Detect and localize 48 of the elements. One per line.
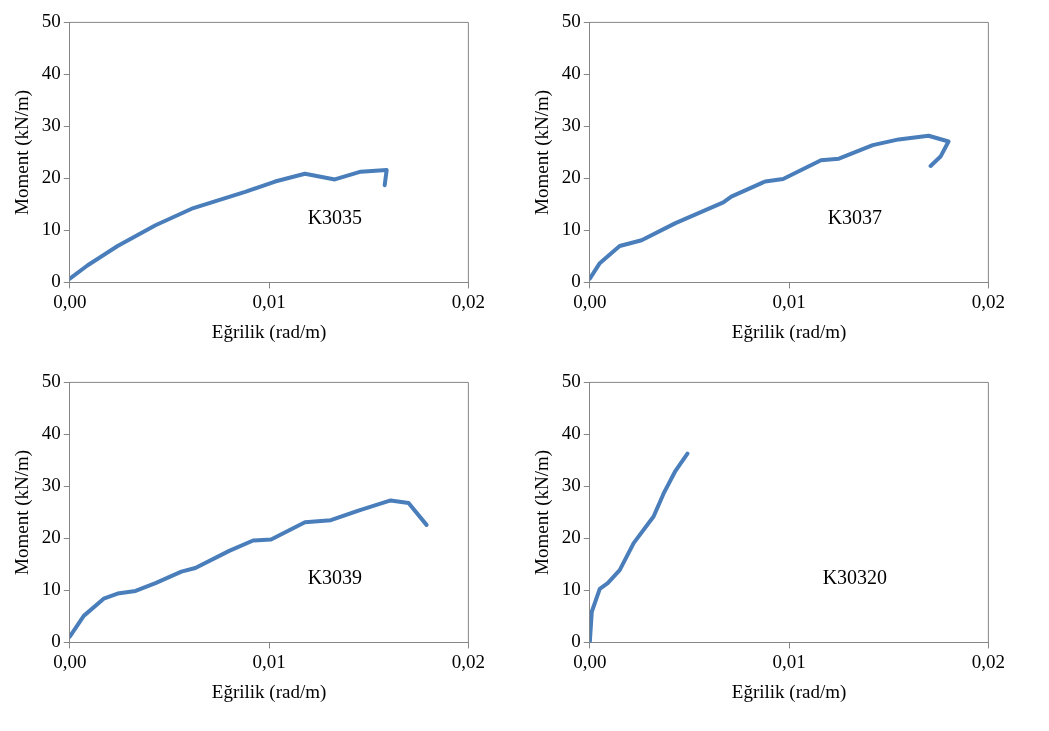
- y-tick-label: 50: [41, 10, 61, 32]
- x-tick-label: 0,02: [971, 290, 1005, 312]
- y-axis-title: Moment (kN/m): [531, 89, 554, 215]
- x-tick-label: 0,01: [252, 290, 286, 312]
- x-axis-title: Eğrilik (rad/m): [211, 320, 327, 343]
- y-tick-label: 30: [41, 474, 61, 496]
- y-tick-label: 30: [41, 114, 61, 136]
- y-tick-label: 30: [561, 474, 581, 496]
- x-tick-label: 0,01: [772, 290, 806, 312]
- x-tick-label: 0,00: [53, 290, 87, 312]
- y-tick-label: 50: [561, 370, 581, 392]
- y-tick-label: 10: [561, 578, 581, 600]
- y-tick-label: 10: [561, 218, 581, 240]
- x-tick-label: 0,02: [451, 650, 485, 672]
- y-tick-label: 40: [41, 422, 61, 444]
- x-tick-label: 0,02: [451, 290, 485, 312]
- annotation: K3035: [307, 206, 363, 229]
- y-tick-label: 20: [561, 526, 581, 548]
- x-tick-label: 0,02: [971, 650, 1005, 672]
- x-tick-label: 0,01: [252, 650, 286, 672]
- y-tick-label: 20: [41, 526, 61, 548]
- x-tick-label: 0,00: [53, 650, 87, 672]
- y-tick-label: 50: [41, 370, 61, 392]
- y-axis-title: Moment (kN/m): [11, 89, 34, 215]
- y-tick-label: 0: [571, 630, 581, 652]
- y-tick-label: 10: [41, 218, 61, 240]
- x-tick-label: 0,01: [772, 650, 806, 672]
- y-tick-label: 20: [41, 166, 61, 188]
- y-tick-label: 30: [561, 114, 581, 136]
- y-tick-label: 10: [41, 578, 61, 600]
- y-axis-title: Moment (kN/m): [531, 449, 554, 575]
- y-tick-label: 0: [51, 270, 61, 292]
- x-axis-title: Eğrilik (rad/m): [731, 320, 847, 343]
- y-axis-title: Moment (kN/m): [11, 449, 34, 575]
- x-tick-label: 0,00: [573, 650, 607, 672]
- annotation: K3039: [307, 566, 363, 589]
- annotation: K3037: [827, 206, 883, 229]
- y-tick-label: 50: [561, 10, 581, 32]
- x-axis-title: Eğrilik (rad/m): [731, 680, 847, 703]
- x-axis-title: Eğrilik (rad/m): [211, 680, 327, 703]
- x-tick-label: 0,00: [573, 290, 607, 312]
- y-tick-label: 0: [571, 270, 581, 292]
- y-tick-label: 40: [41, 62, 61, 84]
- y-tick-label: 40: [561, 62, 581, 84]
- y-tick-label: 0: [51, 630, 61, 652]
- y-tick-label: 20: [561, 166, 581, 188]
- annotation: K30320: [822, 566, 888, 589]
- y-tick-label: 40: [561, 422, 581, 444]
